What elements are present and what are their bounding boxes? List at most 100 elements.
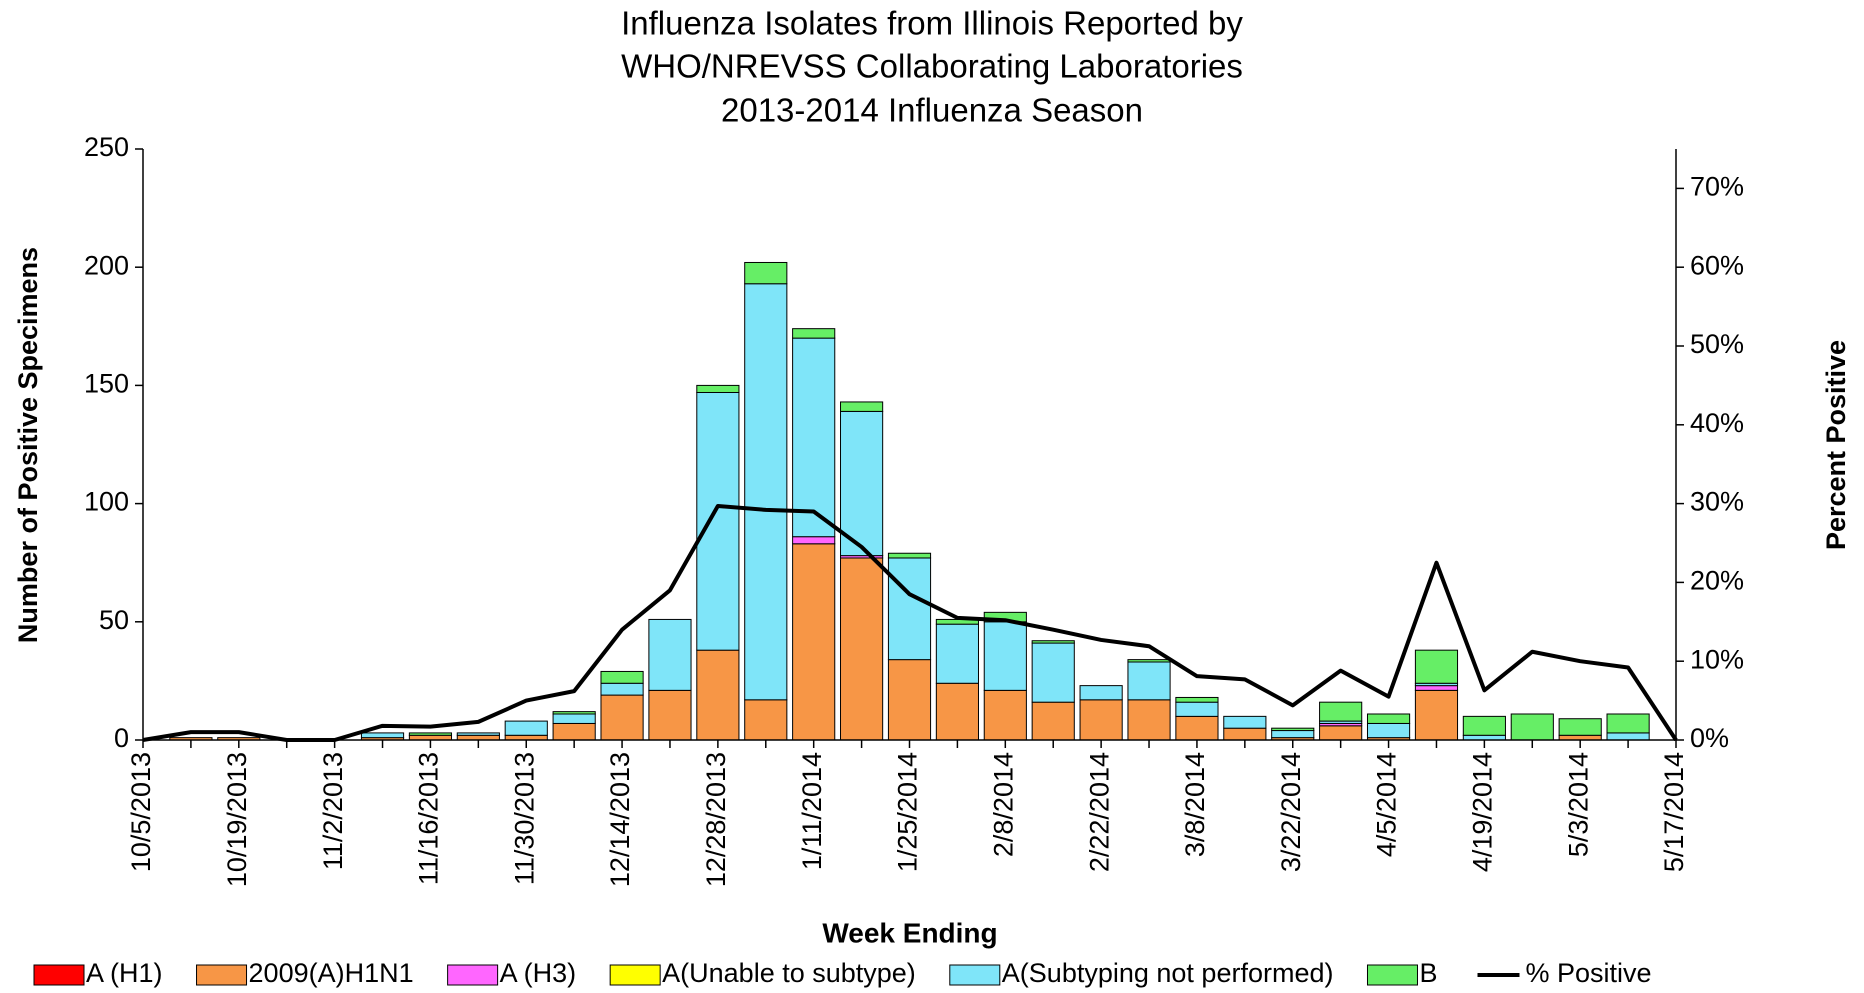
legend-label: A(Unable to subtype) (662, 958, 916, 988)
bar-segment (648, 618, 692, 691)
y2-tick-label: 10% (1690, 644, 1744, 674)
bar-segment (1606, 732, 1650, 741)
y2-tick-label: 20% (1690, 566, 1744, 596)
x-tick-label: 11/2/2013 (318, 752, 348, 870)
bar-segment (1414, 649, 1459, 684)
bar-segment (840, 401, 884, 412)
x-tick-label: 3/8/2014 (1180, 752, 1210, 857)
bar-segment (600, 682, 644, 696)
bar-segment (1462, 715, 1506, 736)
x-tick-label: 5/17/2014 (1659, 752, 1689, 872)
bar-segment (840, 410, 884, 557)
line-series (142, 503, 1678, 742)
bar-segment (887, 659, 932, 741)
bar-segment (552, 713, 596, 724)
bar-segment (1510, 713, 1554, 741)
x-tick-label: 11/16/2013 (414, 752, 444, 885)
bar-segment (408, 732, 453, 736)
x-tick-label: 11/30/2013 (509, 752, 539, 885)
x-tick-label: 1/25/2014 (893, 752, 923, 872)
x-tick-label: 1/11/2014 (797, 752, 827, 870)
bar-segment (360, 732, 405, 739)
bar-segment (792, 328, 836, 339)
bar-segment (1223, 727, 1267, 741)
bar-segment (696, 384, 740, 393)
bar-segment (887, 552, 932, 559)
bar-segment (1079, 699, 1123, 741)
bar-segment (600, 670, 644, 684)
bar-segment (1366, 713, 1411, 724)
bar-segment (1031, 642, 1075, 703)
legend-swatch (609, 964, 661, 986)
bar-segment (1271, 730, 1315, 739)
y-tick-label: 250 (84, 132, 129, 162)
legend-label: A (H1) (86, 958, 163, 988)
bar-segment (1319, 725, 1363, 741)
legend-label: A (H3) (500, 958, 577, 988)
y2-tick-label: 40% (1690, 408, 1744, 438)
bar-segment (552, 722, 596, 741)
x-tick-label: 2/22/2014 (1084, 752, 1114, 872)
bar-segment (744, 283, 788, 701)
bar-segment (840, 557, 884, 741)
bar-segment (1223, 715, 1267, 729)
bar-segment (744, 261, 788, 285)
chart-title: Influenza Isolates from Illinois Reporte… (621, 5, 1243, 42)
bar-segment (792, 536, 836, 545)
x-tick-label: 4/5/2014 (1372, 752, 1402, 857)
legend-label: % Positive (1526, 958, 1652, 988)
x-tick-label: 12/28/2013 (701, 752, 731, 887)
legend-label: B (1419, 958, 1437, 988)
bar-segment (983, 689, 1027, 741)
y2-tick-label: 30% (1690, 487, 1744, 517)
bar-segment (1031, 640, 1075, 644)
bar-segment (696, 391, 740, 651)
bar-segment (456, 732, 500, 736)
legend-swatch (33, 964, 85, 986)
x-tick-label: 10/5/2013 (126, 752, 156, 872)
y2-tick-label: 50% (1690, 329, 1744, 359)
x-tick-label: 10/19/2013 (222, 752, 252, 887)
bar-segment (1606, 713, 1650, 734)
bar-segment (1175, 715, 1219, 741)
bar-segment (1558, 718, 1602, 736)
x-tick-label: 12/14/2013 (605, 752, 635, 887)
bar-segment (792, 337, 836, 538)
y-tick-label: 100 (84, 487, 129, 517)
y-axis-title: Number of Positive Specimens (13, 247, 43, 643)
y-tick-label: 50 (99, 605, 129, 635)
bar-segment (935, 623, 979, 684)
y2-axis-title: Percent Positive (1821, 340, 1851, 550)
bar-segment (504, 720, 548, 736)
bar-segment (935, 682, 979, 741)
bar-segment (1079, 685, 1123, 701)
bar-segment (1127, 661, 1171, 701)
bar-segment (552, 711, 596, 715)
y-tick-label: 200 (84, 250, 129, 280)
bar-segment (1031, 701, 1075, 741)
bar-segment (1127, 659, 1171, 663)
bar-segment (887, 557, 932, 661)
legend-swatch (1366, 964, 1418, 986)
bar-segment (696, 649, 740, 741)
bar-segment (1414, 685, 1459, 691)
x-tick-label: 2/8/2014 (988, 752, 1018, 857)
y-tick-label: 0 (114, 723, 129, 753)
x-tick-label: 5/3/2014 (1563, 752, 1593, 857)
legend-label: 2009(A)H1N1 (249, 958, 414, 988)
bar-segment (1175, 696, 1219, 703)
legend-swatch (196, 964, 248, 986)
legend-swatch (447, 964, 499, 986)
bar-segment (792, 543, 836, 741)
bar-segment (1271, 727, 1315, 732)
bar-segment (648, 689, 692, 741)
y-tick-label: 150 (84, 369, 129, 399)
bar-segment (1366, 722, 1411, 739)
x-tick-label: 4/19/2014 (1468, 752, 1498, 872)
bar-segment (1414, 689, 1459, 741)
bar-segment (1175, 701, 1219, 717)
chart-title: WHO/NREVSS Collaborating Laboratories (621, 48, 1243, 85)
bar-segment (1319, 701, 1363, 722)
x-tick-label: 3/22/2014 (1276, 752, 1306, 872)
